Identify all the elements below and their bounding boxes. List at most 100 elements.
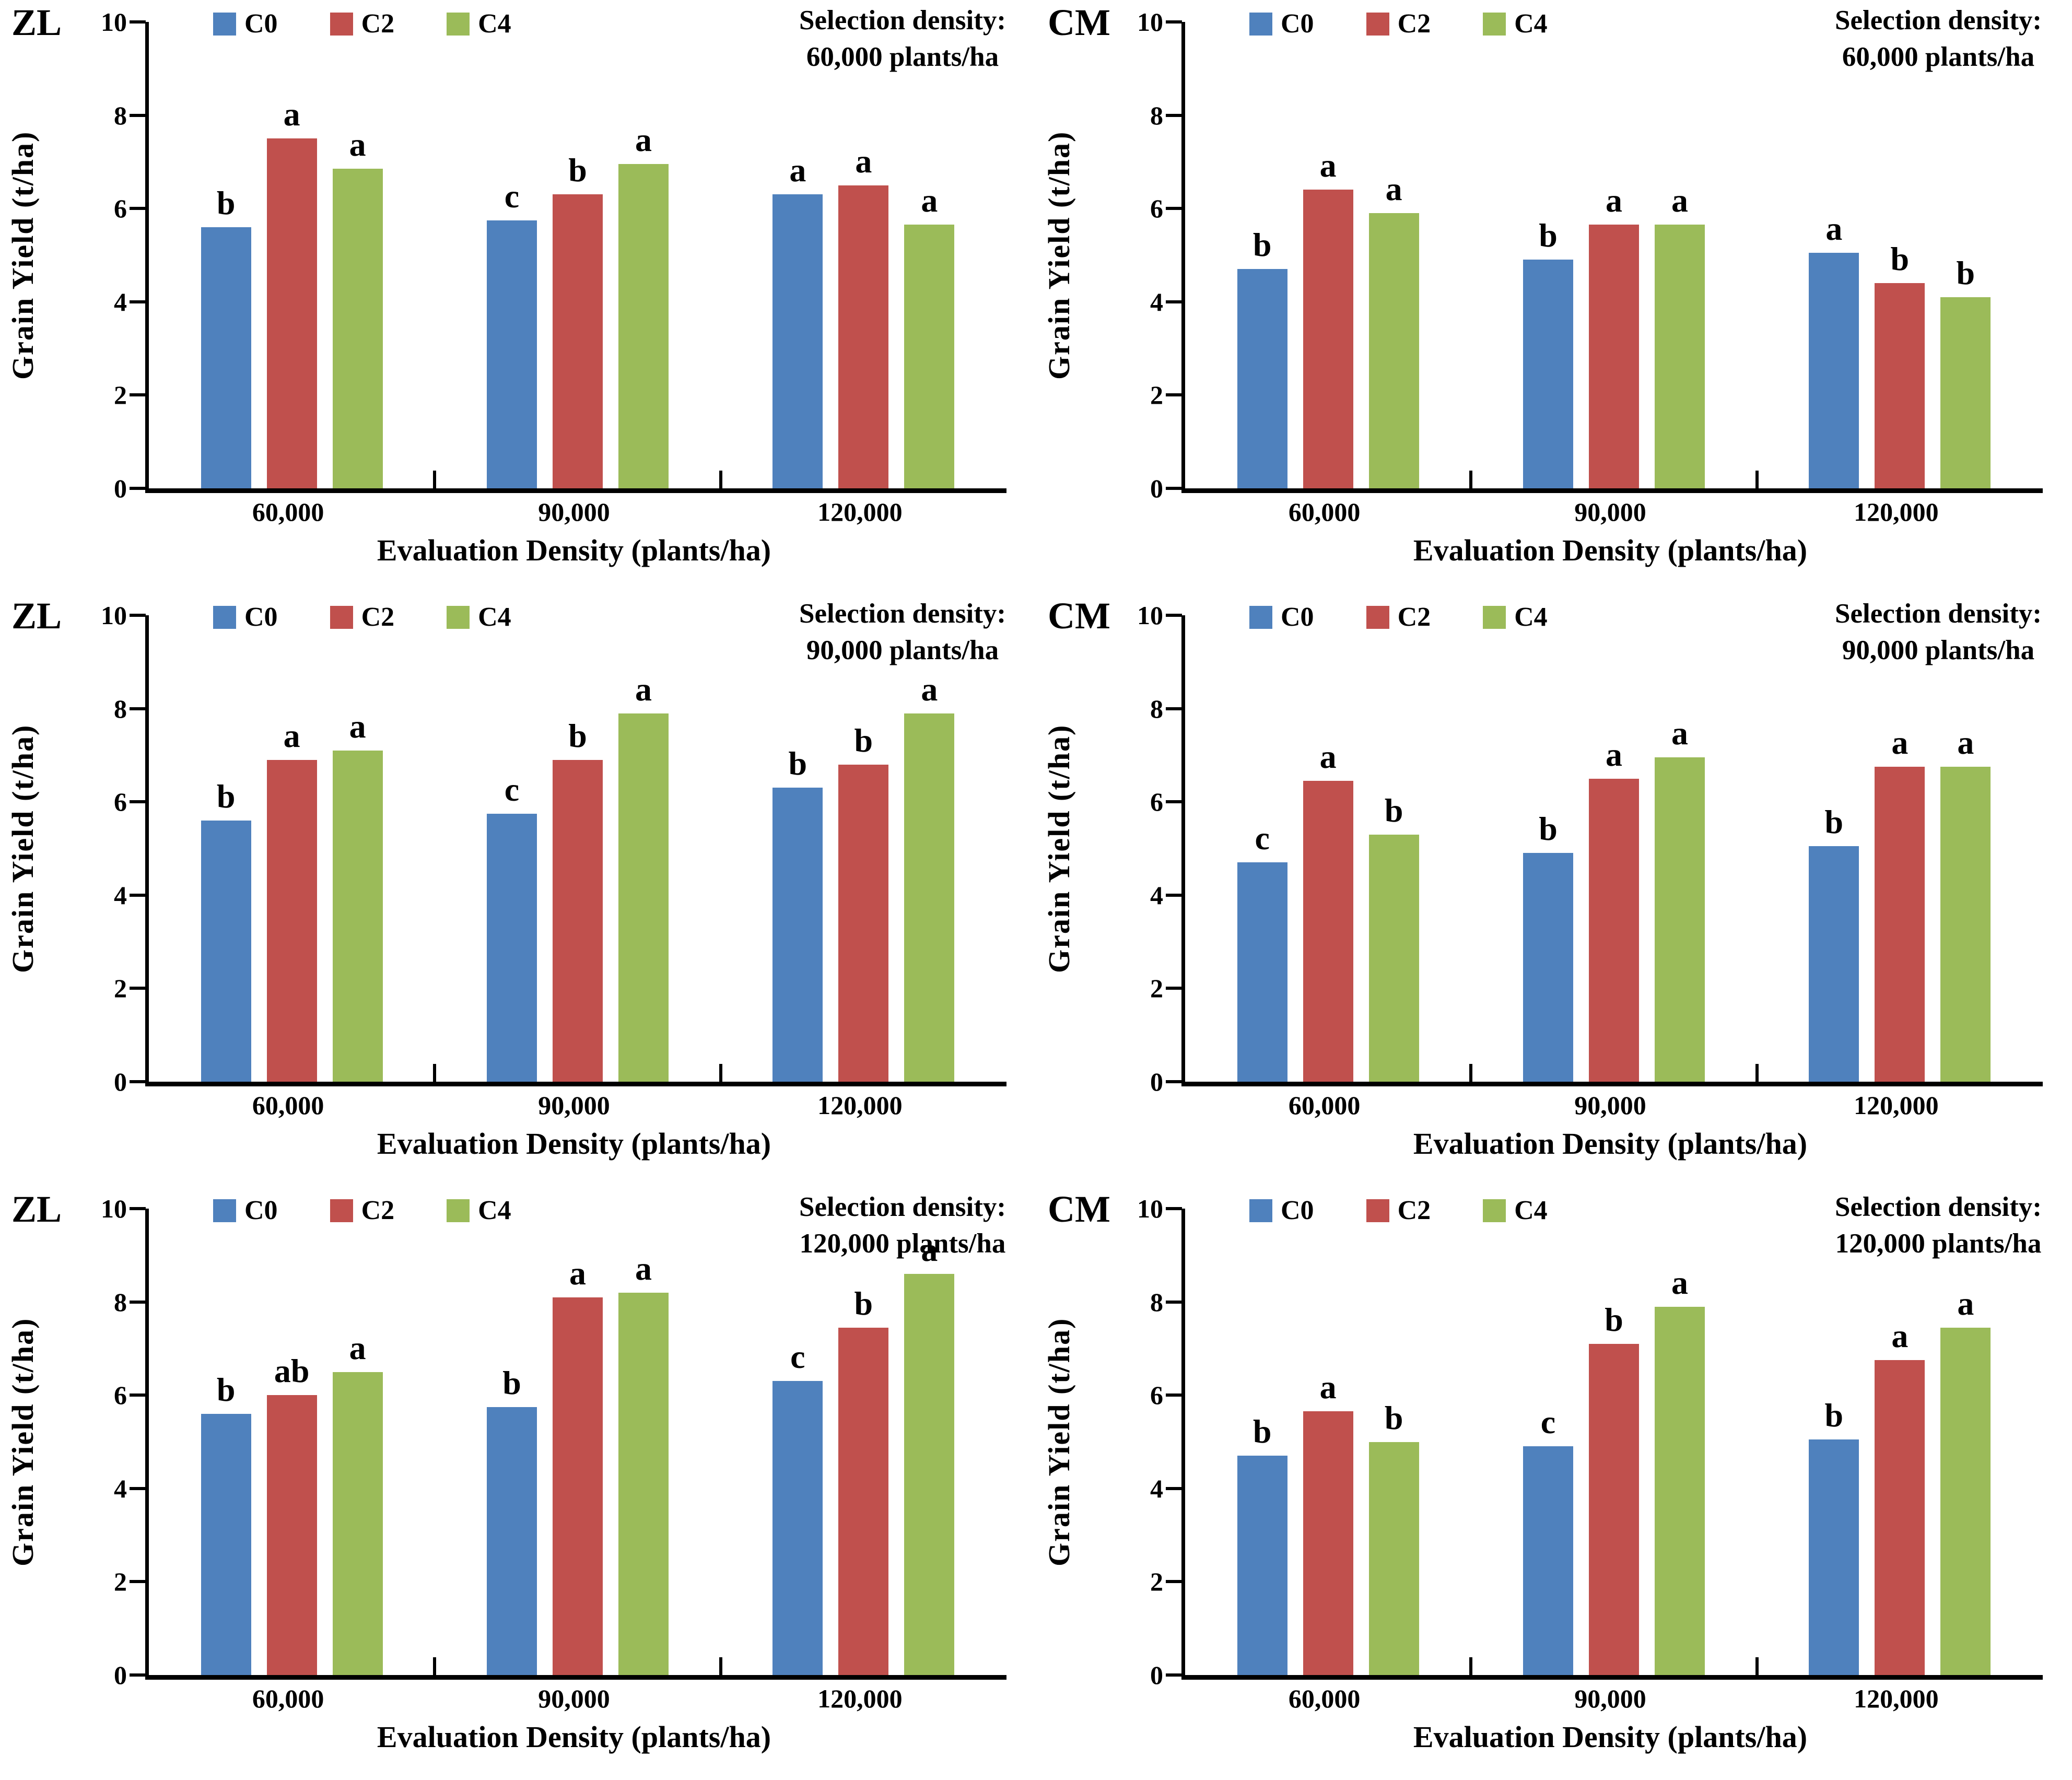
significance-letter: a <box>569 1254 586 1292</box>
significance-letter: b <box>1539 810 1558 848</box>
y-tick-label: 0 <box>114 474 127 503</box>
x-axis-tick <box>719 1064 722 1082</box>
bar-column: a <box>772 22 823 488</box>
legend-item-c4: C4 <box>1483 604 1548 631</box>
legend: C0 C2 C4 <box>1249 604 1600 631</box>
legend-swatch-icon <box>1249 13 1272 36</box>
legend-item-c4: C4 <box>1483 10 1548 38</box>
y-tick-label: 8 <box>114 694 127 723</box>
significance-letter: b <box>1605 1301 1623 1338</box>
legend-label: C2 <box>361 1196 395 1225</box>
y-axis-title: Grain Yield (t/ha) <box>1042 1317 1076 1566</box>
legend-label: C4 <box>478 9 511 39</box>
significance-letter: a <box>635 1249 652 1287</box>
y-axis-tick <box>130 1300 146 1304</box>
significance-letter: a <box>635 670 652 708</box>
legend-item-c4: C4 <box>1483 1197 1548 1224</box>
bar-c0 <box>772 788 823 1082</box>
significance-letter: a <box>921 182 938 219</box>
y-axis-tick <box>1166 1486 1182 1490</box>
bar-column: a <box>1588 615 1639 1082</box>
bar-groups: b a b c b a b a a <box>1185 1209 2043 1675</box>
bar-c2 <box>1875 283 1925 488</box>
x-tick-labels: 60,000 90,000 120,000 <box>145 1684 1003 1713</box>
significance-letter: a <box>283 96 300 133</box>
bar-c2 <box>1303 1411 1353 1675</box>
legend-item-c0: C0 <box>1249 10 1314 38</box>
selection-density-line1: Selection density: <box>799 1192 1006 1222</box>
bar-column: b <box>1875 22 1925 488</box>
legend-swatch-icon <box>330 1199 353 1222</box>
y-axis-tick <box>130 393 146 397</box>
bar-group-60000: b ab a <box>149 1209 435 1675</box>
legend-label: C0 <box>1281 602 1314 632</box>
selection-density-annotation: Selection density: 60,000 plants/ha <box>1835 2 2042 75</box>
y-axis-title: Grain Yield (t/ha) <box>6 131 40 380</box>
plot-area: 0 2 4 6 8 10 b a a c b a b b a <box>101 601 1006 1096</box>
bar-column: b <box>552 22 603 488</box>
significance-letter: a <box>1671 715 1688 752</box>
legend-label: C4 <box>1514 9 1548 39</box>
x-tick-label: 90,000 <box>538 1684 610 1713</box>
selection-density-annotation: Selection density: 90,000 plants/ha <box>799 595 1006 669</box>
legend-item-c4: C4 <box>447 1197 511 1224</box>
bar-c4 <box>1654 225 1705 488</box>
bar-group-120000: b a a <box>1757 1209 2043 1675</box>
y-tick-label: 8 <box>1150 694 1163 723</box>
x-axis-tick <box>719 1657 722 1675</box>
significance-letter: a <box>921 670 938 708</box>
bar-column: a <box>904 1209 955 1675</box>
legend-label: C4 <box>1514 602 1548 632</box>
legend-item-c0: C0 <box>213 10 278 38</box>
bar-column: a <box>904 22 955 488</box>
bar-column: a <box>1368 22 1419 488</box>
plot-area: 0 2 4 6 8 10 b a a c b a a a a <box>101 7 1006 503</box>
x-tick-labels: 60,000 90,000 120,000 <box>145 497 1003 526</box>
bar-column: a <box>618 615 669 1082</box>
bar-c2 <box>838 1327 889 1675</box>
significance-letter: b <box>502 1364 521 1401</box>
significance-letter: ab <box>274 1352 310 1390</box>
bar-c2 <box>1875 767 1925 1082</box>
significance-letter: c <box>1540 1403 1556 1441</box>
plot-area: 0 2 4 6 8 10 b ab a b a a c b a <box>101 1194 1006 1690</box>
y-axis-tick <box>1166 987 1182 990</box>
bar-column: a <box>838 22 889 488</box>
legend-swatch-icon <box>330 606 353 629</box>
significance-letter: b <box>1890 240 1910 278</box>
selection-density-line1: Selection density: <box>1835 5 2042 36</box>
selection-density-annotation: Selection density: 90,000 plants/ha <box>1835 595 2042 669</box>
y-tick-label: 6 <box>114 787 127 817</box>
bar-group-60000: b a b <box>1185 1209 1471 1675</box>
bar-groups: c a b b a a b a a <box>1185 615 2043 1082</box>
significance-letter: b <box>788 745 807 782</box>
legend-item-c0: C0 <box>1249 604 1314 631</box>
bar-column: b <box>486 1209 537 1675</box>
x-tick-label: 90,000 <box>1574 1684 1646 1713</box>
plot-area: 0 2 4 6 8 10 b a b c b a b a a <box>1137 1194 2043 1690</box>
significance-letter: a <box>349 707 366 745</box>
bar-c0 <box>1809 253 1859 488</box>
bar-group-60000: b a a <box>149 615 435 1082</box>
y-tick-label: 8 <box>1150 1287 1163 1317</box>
selection-density-annotation: Selection density: 120,000 plants/ha <box>799 1189 1006 1262</box>
bar-c4 <box>332 750 383 1082</box>
legend-label: C0 <box>244 9 278 39</box>
bar-c2 <box>266 1395 317 1675</box>
significance-letter: b <box>854 1284 873 1322</box>
bar-column: a <box>618 22 669 488</box>
bar-column: a <box>1940 1209 1991 1675</box>
bar-column: a <box>1588 22 1639 488</box>
bar-column: b <box>1368 615 1419 1082</box>
significance-letter: b <box>1956 254 1975 291</box>
bar-c2 <box>552 1297 603 1675</box>
x-tick-label: 60,000 <box>1288 1684 1361 1713</box>
bar-c2 <box>266 138 317 488</box>
x-tick-label: 60,000 <box>252 497 324 526</box>
y-axis-tick <box>130 707 146 710</box>
bar-c0 <box>201 1413 251 1675</box>
y-tick-label: 6 <box>1150 787 1163 817</box>
x-tick-label: 60,000 <box>252 1091 324 1120</box>
significance-letter: a <box>921 1231 938 1269</box>
